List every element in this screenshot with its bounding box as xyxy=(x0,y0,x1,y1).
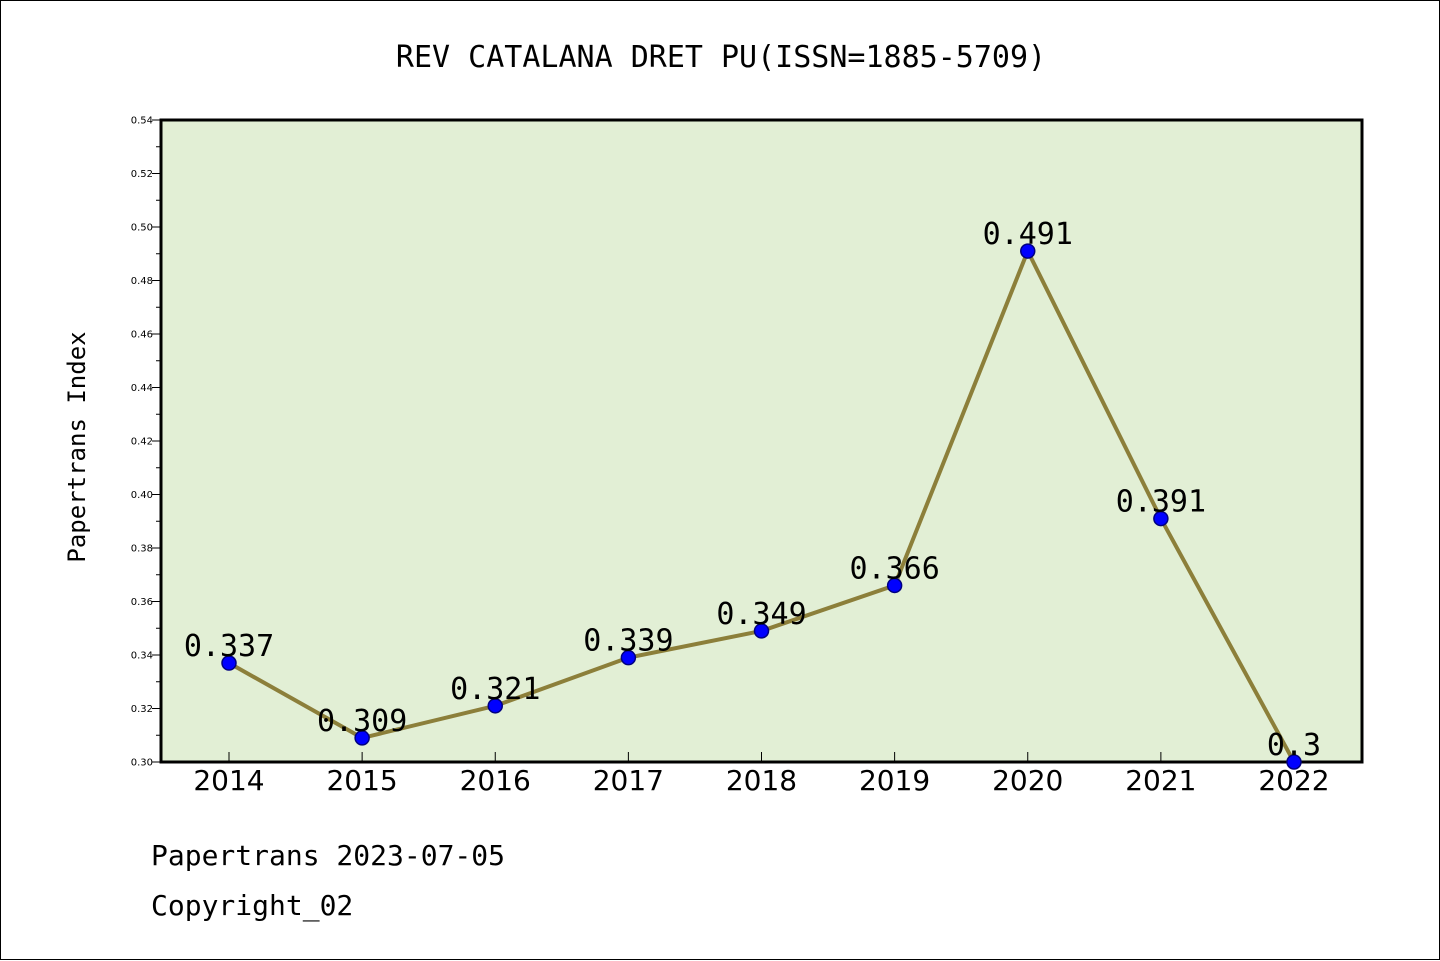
data-label: 0.349 xyxy=(716,597,806,632)
x-tick-label: 2018 xyxy=(726,764,797,797)
x-tick-label: 2016 xyxy=(460,764,531,797)
y-axis-label: Papertrans Index xyxy=(63,331,91,562)
data-point xyxy=(1020,243,1036,259)
series xyxy=(221,243,1302,770)
chart-title: REV CATALANA DRET PU(ISSN=1885-5709) xyxy=(396,40,1046,75)
data-label: 0.391 xyxy=(1116,485,1206,520)
data-label: 0.321 xyxy=(450,672,540,707)
y-tick-label: 0.40 xyxy=(131,490,153,501)
data-point xyxy=(487,698,503,714)
y-tick-label: 0.54 xyxy=(131,116,153,127)
data-point xyxy=(753,623,770,639)
y-tick-label: 0.34 xyxy=(131,651,153,662)
data-point xyxy=(1286,754,1302,770)
x-tick-label: 2019 xyxy=(859,764,930,797)
data-label: 0.366 xyxy=(849,551,939,586)
data-label: 0.309 xyxy=(317,704,407,739)
y-tick-label: 0.36 xyxy=(131,597,153,608)
data-point xyxy=(886,577,903,594)
data-point xyxy=(1153,510,1169,527)
y-tick-label: 0.52 xyxy=(131,169,153,180)
y-tick-label: 0.42 xyxy=(131,437,153,448)
y-tick-label: 0.32 xyxy=(131,704,153,715)
y-tick-label: 0.46 xyxy=(131,330,153,341)
x-tick-label: 2014 xyxy=(193,764,264,797)
x-tick-label: 2021 xyxy=(1125,764,1196,797)
data-label: 0.339 xyxy=(583,624,673,659)
y-tick-label: 0.44 xyxy=(131,383,153,394)
y-tick-label: 0.48 xyxy=(131,276,153,287)
y-tick-label: 0.30 xyxy=(131,758,153,769)
plot-area xyxy=(159,118,1364,764)
data-labels: 0.337 0.309 0.321 0.339 0.349 0.366 0.491 0.391… xyxy=(184,217,1321,763)
footer-date: Papertrans 2023-07-05 xyxy=(151,839,505,872)
data-point xyxy=(354,730,370,746)
x-tick-label: 2015 xyxy=(326,764,397,797)
data-label: 0.491 xyxy=(983,217,1073,252)
data-label: 0.337 xyxy=(184,629,274,664)
x-axis: 2014 2015 2016 2017 2018 2019 2020 2021 2022 xyxy=(193,752,1330,797)
y-tick-label: 0.38 xyxy=(131,544,153,555)
data-point xyxy=(620,649,637,666)
footer-copyright: Copyright_02 xyxy=(151,889,353,923)
x-tick-label: 2020 xyxy=(992,764,1063,797)
y-tick-label: 0.50 xyxy=(131,223,153,234)
data-point xyxy=(221,655,237,671)
x-tick-label: 2017 xyxy=(593,764,664,797)
y-axis: 0.30 0.32 0.34 0.36 0.38 0.40 0.42 0.44 0.46 0.48… xyxy=(131,116,161,769)
data-label: 0.3 xyxy=(1267,728,1321,763)
